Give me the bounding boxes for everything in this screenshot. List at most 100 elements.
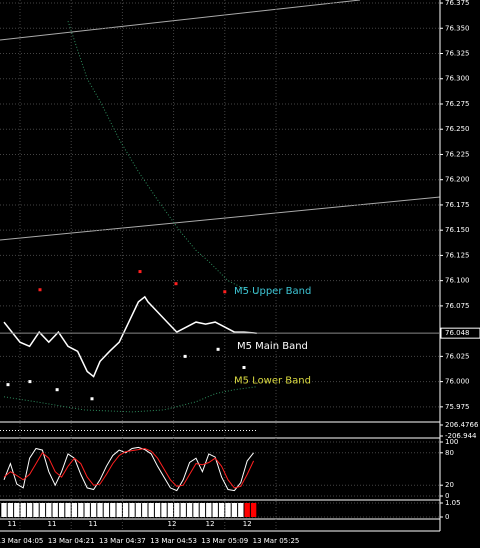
y-tick-label: 76.150 [445,226,470,234]
bar [90,503,97,517]
bar [84,503,90,517]
bar [142,503,148,517]
period-label: 11 [48,520,57,528]
bar [110,503,116,517]
line [3,295,257,378]
bar [58,503,65,517]
marker [6,383,10,387]
x-tick-label: 13 Mar 05:09 [201,537,248,545]
y-tick-label: 1.05 [445,499,461,507]
bar [206,503,212,517]
bar [238,503,244,517]
annotation: M5 Upper Band [234,286,311,297]
y-tick-label: 76.000 [445,378,470,386]
y-tick-label: 76.225 [445,150,470,158]
bar [180,503,186,517]
line [3,447,255,489]
bar [116,503,122,517]
bar [97,503,103,517]
y-tick-label: 76.250 [445,125,470,133]
bar [33,503,39,517]
marker [216,347,220,351]
y-tick-label: 75.975 [445,403,470,411]
marker [242,365,246,369]
y-tick-label: 206.4766 [445,421,479,429]
y-tick-label: 76.125 [445,251,470,259]
x-tick-label: 13 Mar 04:21 [48,537,95,545]
bar [52,503,58,517]
x-tick-label: 13 Mar 04:05 [0,537,43,545]
trend-line [0,196,441,241]
bar [174,503,180,517]
x-tick-label: 13 Mar 04:53 [150,537,197,545]
bar [65,503,71,517]
bar [186,503,193,517]
marker [223,290,227,294]
marker [174,282,178,286]
bar [250,503,257,517]
y-tick-label: 76.100 [445,277,470,285]
bar [39,503,46,517]
period-label: 12 [243,520,252,528]
trend-line [0,0,361,41]
bar [225,503,231,517]
bar [14,503,20,517]
period-label: 12 [168,520,177,528]
period-label: 11 [8,520,17,528]
bar [154,503,161,517]
bar [231,503,238,517]
marker [90,397,94,401]
bar [148,503,154,517]
marker [183,354,187,358]
y-tick-label: 76.025 [445,352,470,360]
y-tick-label: 76.175 [445,201,470,209]
y-tick-label: 76.325 [445,50,470,58]
bar [193,503,199,517]
x-tick-label: 13 Mar 04:37 [99,537,146,545]
y-tick-label: 0 [445,492,449,500]
bar [71,503,78,517]
bar [218,503,225,517]
current-price-label: 76.048 [445,329,470,337]
y-tick-label: 76.350 [445,24,470,32]
y-tick-label: 76.375 [445,0,470,7]
line [67,21,257,294]
bar [212,503,218,517]
annotation: M5 Main Band [237,341,308,352]
y-tick-label: -206.944 [445,432,477,440]
period-label: 12 [206,520,215,528]
line [3,386,257,413]
bar [135,503,142,517]
bar [103,503,110,517]
y-tick-label: 0 [445,513,449,521]
bar [122,503,129,517]
bar [167,503,174,517]
bar [199,503,206,517]
y-tick-label: 76.200 [445,176,470,184]
period-label: 11 [88,520,97,528]
bar [1,503,7,517]
marker [38,288,42,292]
y-tick-label: 100 [445,438,458,446]
bar [244,503,250,517]
annotation: M5 Lower Band [234,376,311,387]
price-box [440,327,480,339]
bar [26,503,33,517]
marker [55,388,59,392]
bar [161,503,167,517]
marker [28,380,32,384]
y-tick-label: 76.075 [445,302,470,310]
marker [138,270,142,274]
y-tick-label: 20 [445,481,454,489]
bar [78,503,84,517]
bar [129,503,135,517]
y-tick-label: 76.300 [445,75,470,83]
x-tick-label: 13 Mar 05:25 [253,537,300,545]
bar [20,503,26,517]
y-tick-label: 80 [445,449,454,457]
bar [7,503,14,517]
bar [46,503,52,517]
